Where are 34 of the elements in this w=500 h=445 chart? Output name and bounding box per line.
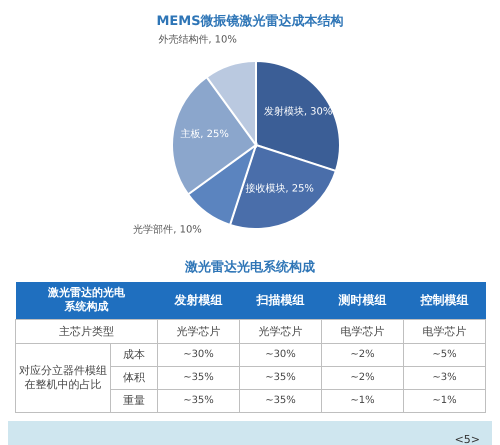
category-label: 体积 <box>123 371 145 384</box>
text: ~35% <box>265 395 296 406</box>
footer-strip: <5> <box>8 420 492 445</box>
text: ~5% <box>432 349 457 360</box>
text: ~35% <box>265 372 296 383</box>
slice-label: 发射模块, 30% <box>264 105 332 118</box>
category-label: 成本 <box>123 348 145 361</box>
text: ~1% <box>432 395 457 406</box>
category-label: 重量 <box>123 394 145 407</box>
category-label: 控制模组 <box>419 292 470 309</box>
text: 对应分立器件模组在整机中的占比 <box>16 343 110 412</box>
chart-title: MEMS微振镜激光雷达成本结构 <box>155 13 345 30</box>
category-label: 发射模组 <box>173 292 224 309</box>
text: 电学芯片 <box>422 324 466 338</box>
text: ~1% <box>350 395 375 406</box>
category-label: 主芯片类型 <box>59 324 114 338</box>
slice-label: 光学部件, 10% <box>133 223 202 236</box>
slice-label: 接收模块, 25% <box>245 182 314 194</box>
text: 光学芯片 <box>176 324 220 338</box>
text: ~2% <box>350 349 375 360</box>
slice-label: 主板, 25% <box>180 128 229 140</box>
text: ~35% <box>183 372 214 383</box>
text: ~30% <box>183 349 214 360</box>
text: ~3% <box>432 372 457 383</box>
text: ~30% <box>265 349 296 360</box>
text: ~35% <box>183 395 214 406</box>
text: 激光雷达的光电系统构成 <box>48 286 125 314</box>
category-label: 测时模组 <box>338 292 388 309</box>
text: 电学芯片 <box>340 324 384 338</box>
slice-label: 外壳结构件, 10% <box>158 33 237 46</box>
text: 激光雷达光电系统构成 <box>184 258 316 276</box>
category-label: 扫描模组 <box>255 292 306 309</box>
text: ~2% <box>350 372 375 383</box>
text: 光学芯片 <box>258 324 302 338</box>
